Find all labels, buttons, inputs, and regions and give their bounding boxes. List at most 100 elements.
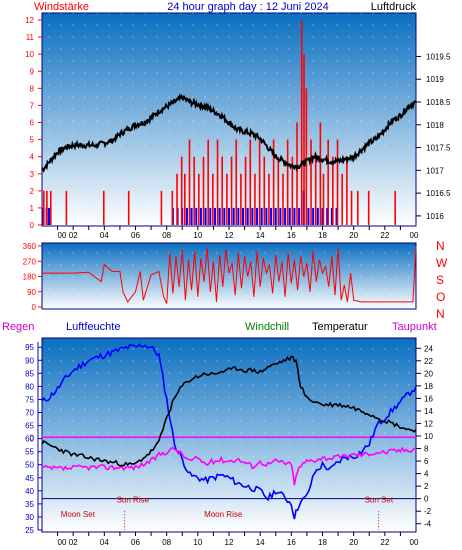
x-tick-label: 06 [131, 231, 140, 240]
x-tick-label: 12 [225, 538, 234, 547]
x-tick-label: 12 [225, 231, 234, 240]
direction-tick-label: 180 [23, 273, 37, 282]
humidity-tick-label: 25 [25, 526, 34, 535]
x-tick-label: 02 [69, 231, 78, 240]
x-tick-label: 22 [380, 538, 389, 547]
humidity-tick-label: 35 [25, 500, 34, 509]
humidity-tick-label: 70 [25, 409, 34, 418]
rain-zero-label: 0 [30, 433, 35, 442]
wind-direction-line [42, 245, 417, 304]
compass-label: N [436, 307, 445, 321]
temperature-tick-label: -4 [424, 520, 432, 529]
x-tick-label: 00 [58, 538, 67, 547]
compass-label: W [436, 256, 448, 270]
temperatur-label: Temperatur [312, 321, 368, 333]
x-tick-label: 06 [131, 538, 140, 547]
right-tick-label: 1018 [426, 121, 444, 130]
humidity-tick-label: 95 [25, 343, 34, 352]
right-tick-label: 1017 [426, 166, 444, 175]
right-tick-label: 1018.5 [426, 98, 451, 107]
temperature-tick-label: 2 [424, 482, 429, 491]
left-tick-label: 5 [30, 136, 35, 145]
left-tick-label: 3 [30, 170, 35, 179]
humidity-tick-label: 45 [25, 474, 34, 483]
temperature-line [41, 355, 417, 467]
x-tick-label: 14 [256, 538, 265, 547]
temperature-tick-label: 8 [424, 445, 429, 454]
left-tick-label: 8 [30, 84, 35, 93]
x-tick-label: 04 [100, 231, 109, 240]
left-tick-label: 1 [30, 204, 35, 213]
temperature-tick-label: 22 [424, 357, 433, 366]
x-tick-label: 08 [162, 231, 171, 240]
left-tick-label: 0 [30, 221, 35, 230]
x-tick-label: 22 [380, 231, 389, 240]
right-tick-label: 1019 [426, 75, 444, 84]
direction-tick-label: 360 [23, 242, 37, 251]
right-tick-label: 1017.5 [426, 144, 451, 153]
x-tick-label: 18 [318, 538, 327, 547]
humidity-line [41, 343, 417, 520]
x-tick-label: 00 [58, 231, 67, 240]
temperature-tick-label: 14 [424, 407, 433, 416]
humidity-tick-label: 90 [25, 356, 34, 365]
left-tick-label: 9 [30, 67, 35, 76]
temperature-tick-label: 24 [424, 344, 433, 353]
dewpoint-line [41, 446, 417, 486]
chart-title: 24 hour graph day : 12 Juni 2024 [167, 1, 328, 13]
temperature-tick-label: 6 [424, 457, 429, 466]
humidity-tick-label: 80 [25, 382, 34, 391]
x-tick-label: 16 [287, 538, 296, 547]
left-tick-label: 6 [30, 119, 35, 128]
left-tick-label: 11 [26, 33, 35, 42]
moon-rise-label: Moon Rise [204, 510, 243, 519]
temperature-tick-label: 12 [424, 419, 433, 428]
right-tick-label: 1019.5 [426, 52, 451, 61]
x-tick-label: 20 [349, 231, 358, 240]
temperature-tick-label: 16 [424, 394, 433, 403]
humidity-tick-label: 85 [25, 369, 34, 378]
left-axis-title: Windstärke [34, 1, 89, 13]
luftfeuchte-label: Luftfeuchte [66, 321, 120, 333]
x-tick-label: 10 [193, 231, 202, 240]
sun-set-label: Sun Set [365, 496, 394, 505]
windchill-label: Windchill [245, 321, 289, 333]
direction-tick-label: 90 [27, 288, 36, 297]
left-tick-label: 12 [25, 16, 34, 25]
humidity-tick-label: 30 [25, 513, 34, 522]
x-tick-label: 04 [100, 538, 109, 547]
left-tick-label: 4 [30, 153, 35, 162]
x-tick-label: 08 [162, 538, 171, 547]
x-tick-label: 14 [256, 231, 265, 240]
right-axis-title: Luftdruck [371, 1, 417, 13]
temperature-tick-label: 4 [424, 470, 429, 479]
humidity-tick-label: 40 [25, 487, 34, 496]
direction-tick-label: 0 [32, 303, 37, 312]
left-tick-label: 2 [30, 187, 35, 196]
x-tick-label: 18 [318, 231, 327, 240]
x-tick-label: 20 [349, 538, 358, 547]
humidity-tick-label: 60 [25, 435, 34, 444]
x-tick-label: 02 [69, 538, 78, 547]
x-tick-label: 10 [193, 538, 202, 547]
humidity-tick-label: 55 [25, 448, 34, 457]
moon-set-label: Moon Set [61, 510, 96, 519]
temperature-tick-label: 20 [424, 369, 433, 378]
temperature-tick-label: 10 [424, 432, 433, 441]
temperature-tick-label: -2 [424, 507, 432, 516]
compass-label: O [436, 290, 445, 304]
humidity-tick-label: 75 [25, 395, 34, 404]
temperature-tick-label: 0 [424, 495, 429, 504]
sun-rise-label: Sun Rise [117, 496, 150, 505]
taupunkt-label: Taupunkt [392, 321, 437, 333]
left-tick-label: 7 [30, 101, 35, 110]
direction-tick-label: 270 [23, 257, 37, 266]
left-tick-label: 10 [25, 50, 34, 59]
compass-label: N [436, 239, 445, 253]
right-tick-label: 1016.5 [426, 189, 451, 198]
humidity-tick-label: 65 [25, 422, 34, 431]
right-tick-label: 1016 [426, 212, 444, 221]
x-tick-label: 00 [410, 538, 419, 547]
temperature-tick-label: 18 [424, 382, 433, 391]
